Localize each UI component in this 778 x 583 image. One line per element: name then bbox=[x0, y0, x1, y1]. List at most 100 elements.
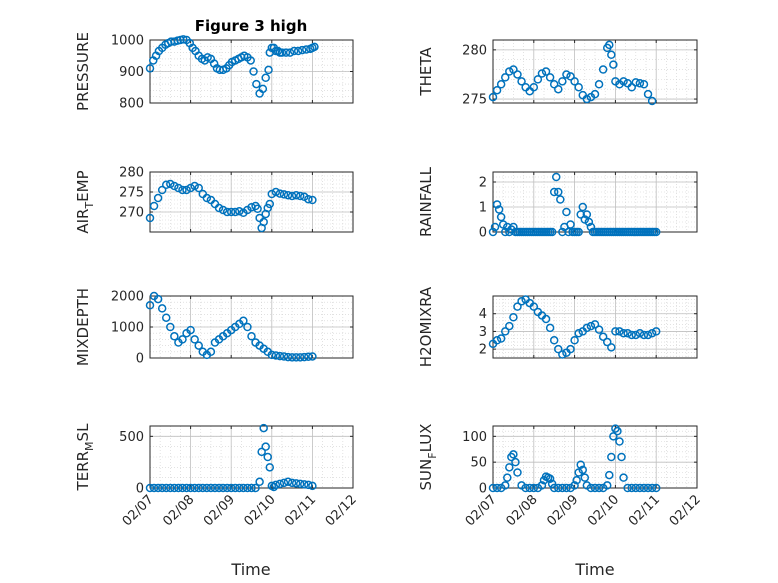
data-point bbox=[545, 73, 555, 82]
data-point bbox=[556, 195, 565, 204]
data-point bbox=[613, 426, 622, 436]
y-tick-label: 0 bbox=[136, 352, 144, 367]
data-point bbox=[182, 185, 191, 195]
data-point bbox=[267, 189, 277, 199]
data-point bbox=[174, 183, 183, 193]
data-point bbox=[582, 323, 592, 333]
data-point bbox=[295, 479, 305, 489]
data-point bbox=[194, 483, 203, 493]
data-point bbox=[166, 322, 175, 332]
data-point bbox=[631, 483, 641, 493]
data-point bbox=[283, 352, 293, 362]
data-point bbox=[605, 40, 614, 50]
data-point bbox=[279, 352, 289, 361]
data-point bbox=[651, 227, 661, 237]
data-point bbox=[623, 328, 632, 338]
data-point bbox=[578, 465, 588, 475]
data-point bbox=[586, 321, 596, 331]
data-point bbox=[186, 183, 195, 193]
data-point bbox=[304, 194, 313, 204]
tick-marks bbox=[492, 40, 698, 103]
data-point bbox=[261, 73, 270, 83]
data-point bbox=[178, 335, 187, 344]
y-tick-label: 280 bbox=[119, 166, 144, 181]
y-axis-label-main: TERR bbox=[74, 451, 92, 492]
data-point bbox=[574, 328, 583, 338]
data-point bbox=[549, 483, 559, 493]
data-point bbox=[277, 48, 287, 57]
axes-box bbox=[492, 295, 698, 359]
data-point bbox=[291, 479, 301, 488]
data-point bbox=[547, 227, 557, 237]
data-point bbox=[576, 210, 585, 219]
data-point bbox=[525, 483, 534, 493]
data-point bbox=[271, 480, 281, 490]
data-point bbox=[304, 352, 313, 362]
data-point bbox=[161, 483, 171, 493]
data-point bbox=[273, 46, 283, 56]
data-point bbox=[602, 337, 612, 347]
data-point bbox=[513, 468, 522, 477]
y-axis-label-rest: SL bbox=[74, 423, 92, 442]
minor-grid bbox=[493, 171, 697, 233]
data-series bbox=[145, 179, 317, 233]
data-point bbox=[580, 473, 590, 482]
tick-marks bbox=[149, 39, 354, 104]
y-tick-label: 270 bbox=[119, 206, 144, 221]
data-point bbox=[218, 483, 228, 493]
data-point bbox=[166, 483, 175, 493]
data-point bbox=[566, 72, 575, 81]
data-point bbox=[562, 70, 571, 79]
data-point bbox=[492, 483, 502, 493]
data-point bbox=[558, 227, 567, 237]
data-series bbox=[488, 172, 661, 237]
data-series bbox=[145, 423, 317, 493]
data-point bbox=[235, 483, 244, 493]
data-point bbox=[619, 328, 628, 338]
chart-panel-4: 0 1 2 RAINFALL bbox=[417, 166, 698, 241]
data-point bbox=[627, 330, 636, 340]
data-point bbox=[639, 483, 649, 493]
data-point bbox=[554, 84, 563, 94]
data-point bbox=[643, 483, 653, 493]
data-point bbox=[265, 463, 275, 472]
chart-panel-3: 270 275 280 AIRTEMP bbox=[74, 166, 354, 234]
data-point bbox=[492, 336, 502, 345]
y-axis-label: THETA bbox=[417, 47, 435, 97]
data-point bbox=[619, 77, 628, 86]
data-point bbox=[537, 481, 547, 490]
chart-panel-5: 0 1000 2000 MIXDEPTH bbox=[74, 288, 354, 367]
data-point bbox=[602, 481, 612, 490]
data-point bbox=[295, 353, 305, 362]
data-point bbox=[545, 323, 555, 333]
data-point bbox=[231, 483, 240, 493]
axes-box bbox=[492, 39, 698, 104]
data-point bbox=[537, 69, 547, 78]
data-point bbox=[246, 56, 255, 65]
chart-panel-6: 2 3 4 H2OMIXRA bbox=[417, 286, 698, 367]
data-point bbox=[545, 474, 555, 483]
data-point bbox=[202, 483, 212, 493]
data-point bbox=[496, 212, 506, 222]
data-point bbox=[511, 457, 520, 467]
data-point bbox=[161, 180, 171, 190]
data-point bbox=[264, 65, 273, 75]
data-point bbox=[570, 336, 579, 345]
data-point bbox=[496, 334, 506, 343]
y-tick-label: 0 bbox=[136, 482, 144, 497]
y-axis-label: MIXDEPTH bbox=[74, 288, 92, 366]
y-tick-label: 500 bbox=[119, 430, 144, 445]
chart-panel-2: 275 280 THETA bbox=[417, 39, 698, 108]
data-point bbox=[576, 460, 585, 469]
data-point bbox=[488, 227, 498, 237]
data-point bbox=[492, 200, 502, 209]
data-point bbox=[186, 483, 195, 493]
data-point bbox=[609, 60, 618, 69]
data-point bbox=[157, 185, 167, 195]
data-point bbox=[247, 332, 256, 341]
data-point bbox=[617, 452, 626, 462]
data-point bbox=[249, 67, 258, 76]
data-point bbox=[503, 473, 512, 482]
y-tick-label: 800 bbox=[119, 97, 144, 112]
